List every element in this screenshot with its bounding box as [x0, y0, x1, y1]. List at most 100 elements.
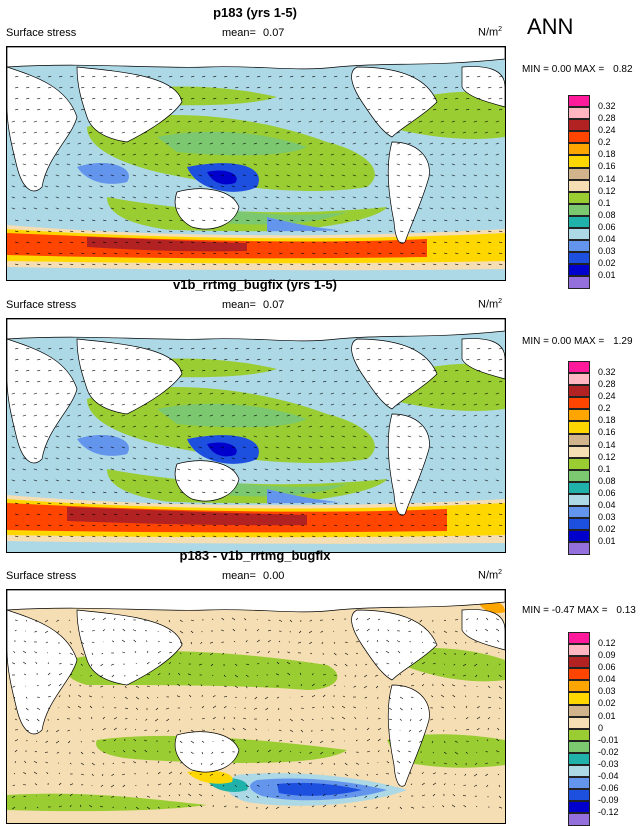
- panel-2-mean: mean= 0.07: [222, 299, 284, 311]
- colorbar-row: 0.2: [568, 397, 634, 409]
- panel-1-title: p183 (yrs 1-5): [150, 5, 360, 20]
- colorbar-swatch: [568, 801, 590, 813]
- colorbar-swatch: [568, 119, 590, 131]
- colorbar-row: 0.02: [568, 252, 634, 264]
- colorbar-swatch: [568, 264, 590, 276]
- panel-3-mean: mean= 0.00: [222, 570, 284, 582]
- colorbar-row: 0.02: [568, 518, 634, 530]
- colorbar-row: -0.04: [568, 765, 634, 777]
- colorbar-swatch: [568, 470, 590, 482]
- colorbar-swatch: [568, 434, 590, 446]
- colorbar-row: [568, 813, 634, 825]
- panel-2-variable-label: Surface stress: [6, 299, 76, 311]
- panel-2-units: N/m2: [478, 298, 502, 311]
- colorbar-row: [568, 276, 634, 288]
- panel-3-map-plot: [7, 590, 505, 823]
- colorbar-row: 0.03: [568, 680, 634, 692]
- colorbar-swatch: [568, 542, 590, 554]
- panel-1-map-plot: [7, 47, 505, 280]
- panel-3-title: p183 - v1b_rrtmg_bugfix: [150, 548, 360, 563]
- colorbar-swatch: [568, 729, 590, 741]
- wind-vector: [477, 752, 478, 753]
- panel-3-mean-label: mean=: [222, 570, 256, 582]
- panel-3-units: N/m2: [478, 569, 502, 582]
- colorbar-row: 0.16: [568, 421, 634, 433]
- panel-2-map-plot: [7, 319, 505, 552]
- colorbar-row: 0.06: [568, 216, 634, 228]
- colorbar-row: 0.08: [568, 204, 634, 216]
- colorbar-row: 0.02: [568, 692, 634, 704]
- colorbar-swatch: [568, 765, 590, 777]
- panel-1-units: N/m2: [478, 26, 502, 39]
- colorbar-swatch: [568, 644, 590, 656]
- colorbar-row: 0.01: [568, 705, 634, 717]
- colorbar-row: 0.12: [568, 180, 634, 192]
- season-label: ANN: [527, 14, 573, 40]
- colorbar-swatch: [568, 168, 590, 180]
- colorbar-swatch: [568, 107, 590, 119]
- wind-vector: [333, 631, 334, 632]
- panel-2-mean-value: 0.07: [263, 299, 284, 311]
- colorbar-swatch: [568, 494, 590, 506]
- colorbar-swatch: [568, 373, 590, 385]
- colorbar-swatch: [568, 180, 590, 192]
- colorbar-row: 0.16: [568, 155, 634, 167]
- colorbar-swatch: [568, 813, 590, 825]
- colorbar-row: 0.14: [568, 168, 634, 180]
- colorbar-swatch: [568, 482, 590, 494]
- colorbar-swatch: [568, 753, 590, 765]
- colorbar-row: 0.32: [568, 95, 634, 107]
- colorbar-swatch: [568, 131, 590, 143]
- colorbar-row: -0.01: [568, 729, 634, 741]
- colorbar-swatch: [568, 741, 590, 753]
- colorbar-row: 0.04: [568, 494, 634, 506]
- colorbar-swatch: [568, 204, 590, 216]
- colorbar-row: 0.1: [568, 192, 634, 204]
- colorbar-swatch: [568, 228, 590, 240]
- colorbar-row: 0.12: [568, 632, 634, 644]
- colorbar-swatch: [568, 276, 590, 288]
- panel-1-mean: mean= 0.07: [222, 27, 284, 39]
- panel-1-mean-value: 0.07: [263, 27, 284, 39]
- colorbar-row: 0.09: [568, 644, 634, 656]
- colorbar-row: [568, 542, 634, 554]
- colorbar-swatch: [568, 668, 590, 680]
- colorbar-row: 0.06: [568, 656, 634, 668]
- colorbar-swatch: [568, 409, 590, 421]
- colorbar-row: 0.24: [568, 385, 634, 397]
- colorbar-swatch: [568, 361, 590, 373]
- colorbar-swatch: [568, 530, 590, 542]
- colorbar-swatch: [568, 506, 590, 518]
- panel-3-max-value: 0.13: [616, 605, 635, 616]
- colorbar-swatch: [568, 458, 590, 470]
- colorbar-row: 0.04: [568, 668, 634, 680]
- colorbar-row: 0.01: [568, 264, 634, 276]
- colorbar-swatch: [568, 656, 590, 668]
- wind-vector: [235, 653, 236, 654]
- panel-2-min-value: 0.00: [552, 336, 571, 347]
- colorbar-row: 0.06: [568, 482, 634, 494]
- colorbar-swatch: [568, 385, 590, 397]
- colorbar-swatch: [568, 155, 590, 167]
- colorbar-swatch: [568, 397, 590, 409]
- colorbar-swatch: [568, 705, 590, 717]
- panel-2-title: v1b_rrtmg_bugfix (yrs 1-5): [150, 277, 360, 292]
- colorbar-swatch: [568, 143, 590, 155]
- colorbar-row: 0.12: [568, 446, 634, 458]
- colorbar-row: 0.04: [568, 228, 634, 240]
- colorbar-swatch: [568, 421, 590, 433]
- colorbar-swatch: [568, 446, 590, 458]
- panel-2-minmax: MIN = 0.00 MAX = 1.29: [522, 336, 633, 347]
- colorbar-swatch: [568, 240, 590, 252]
- colorbar-row: 0.1: [568, 458, 634, 470]
- colorbar-swatch: [568, 789, 590, 801]
- colorbar-row: 0.32: [568, 361, 634, 373]
- colorbar-row: 0.18: [568, 409, 634, 421]
- panel-3-minmax: MIN = -0.47 MAX = 0.13: [522, 605, 636, 616]
- wind-vector: [356, 796, 357, 797]
- colorbar-row: 0.03: [568, 240, 634, 252]
- colorbar-row: 0.24: [568, 119, 634, 131]
